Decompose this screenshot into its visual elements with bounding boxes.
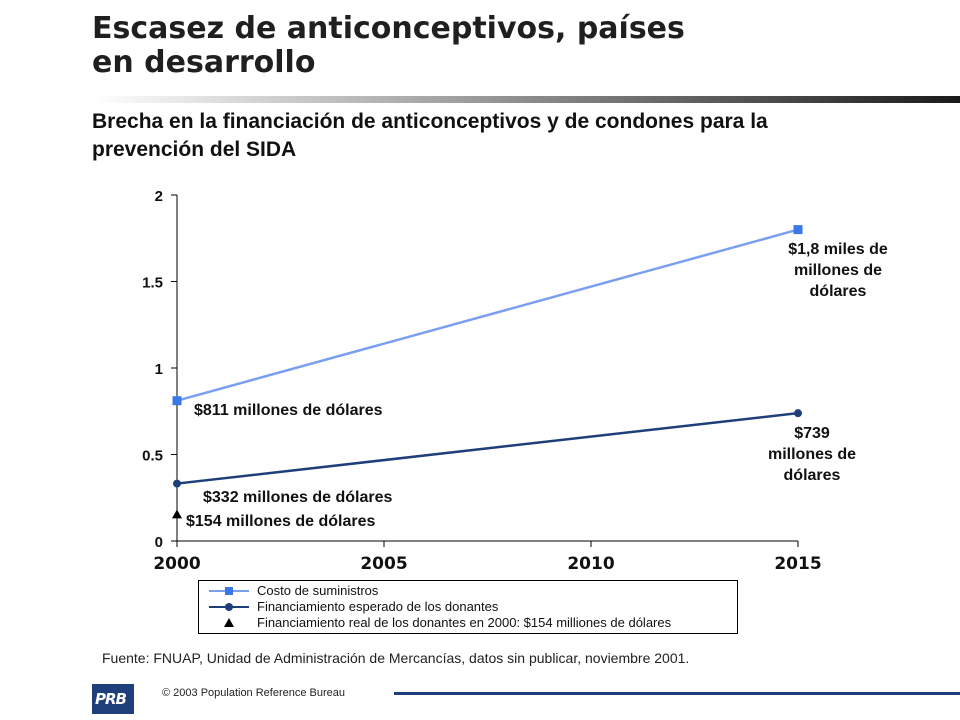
legend-label-supply: Costo de suministros <box>257 583 379 598</box>
page-title-line2: en desarrollo <box>92 45 316 80</box>
chart-subtitle: Brecha en la financiación de anticoncept… <box>92 108 892 164</box>
data-label-donor-2015: millones de <box>768 446 856 463</box>
page-title: Escasez de anticonceptivos, países en de… <box>92 12 792 80</box>
x-tick-label: 2010 <box>567 554 614 574</box>
legend-item-donor: Financiamiento esperado de los donantes <box>199 599 737 615</box>
chart-subtitle-line1: Brecha en la financiación de anticoncept… <box>92 110 768 133</box>
legend-swatch-square-icon <box>209 587 249 595</box>
footer-rule <box>394 692 960 695</box>
page-title-line1: Escasez de anticonceptivos, países <box>92 11 685 46</box>
y-tick-label: 2 <box>155 188 163 205</box>
series-line-donor <box>176 411 799 485</box>
y-tick-label: 1 <box>155 361 163 378</box>
y-tick-label: 1.5 <box>142 275 163 292</box>
y-tick-label: 0.5 <box>142 448 163 465</box>
series-point-donor <box>794 409 802 418</box>
data-label-donor-2015: dólares <box>784 467 841 484</box>
legend-swatch-triangle-icon <box>224 618 234 627</box>
legend-item-actual: Financiamiento real de los donantes en 2… <box>199 615 737 631</box>
series-point-donor <box>173 479 181 488</box>
series-point-supply <box>793 225 803 235</box>
legend-label-actual: Financiamiento real de los donantes en 2… <box>257 615 672 630</box>
chart-legend: Costo de suministros Financiamiento espe… <box>198 580 738 634</box>
x-tick-label: 2005 <box>360 554 407 574</box>
data-label-actual-2000: $154 millones de dólares <box>186 513 376 530</box>
y-tick-label: 0 <box>155 534 163 551</box>
legend-label-donor: Financiamiento esperado de los donantes <box>257 599 499 614</box>
series-point-supply <box>172 396 182 406</box>
title-underline <box>92 96 960 103</box>
data-label-supply-2015: dólares <box>810 283 867 300</box>
prb-logo-text: PRB <box>95 690 127 708</box>
data-label-supply-2015: $1,8 miles de <box>788 241 888 258</box>
series-line-supply <box>176 228 799 402</box>
legend-item-supply: Costo de suministros <box>199 583 737 599</box>
data-label-supply-2000: $811 millones de dólares <box>194 402 383 419</box>
x-tick-label: 2000 <box>153 554 200 574</box>
legend-swatch-circle-icon <box>209 603 249 611</box>
data-label-donor-2015: $739 <box>794 425 830 442</box>
source-note: Fuente: FNUAP, Unidad de Administración … <box>102 650 690 666</box>
prb-logo: PRB <box>92 684 134 714</box>
chart-subtitle-line2: prevención del SIDA <box>92 138 297 161</box>
point-actual-2000 <box>172 509 182 519</box>
copyright-text: © 2003 Population Reference Bureau <box>162 687 346 699</box>
data-label-supply-2015: millones de <box>794 262 882 279</box>
data-label-donor-2000: $332 millones de dólares <box>203 489 393 506</box>
x-tick-label: 2015 <box>774 554 821 574</box>
